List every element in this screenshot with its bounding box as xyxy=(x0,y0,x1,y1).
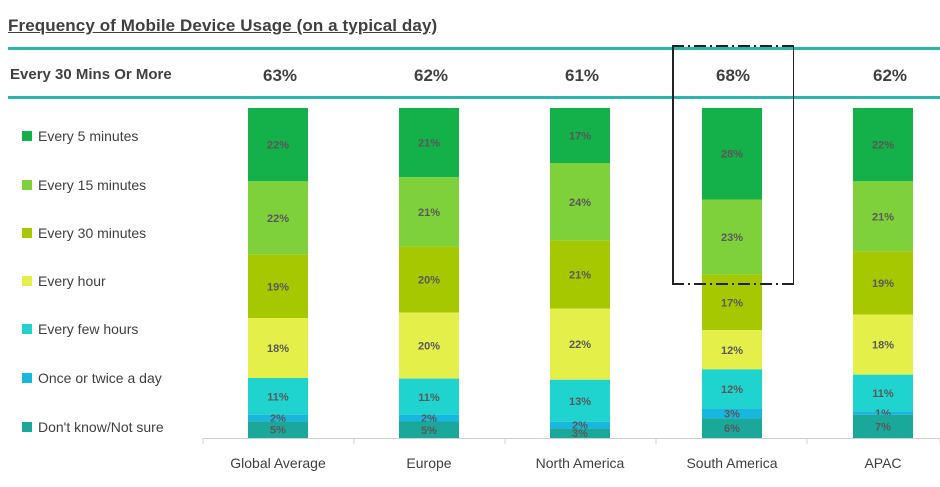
data-label-south-america-every-hour: 12% xyxy=(721,345,743,357)
bar-segment-global-average-every-5-minutes xyxy=(248,108,308,182)
summary-value-global-average: 63% xyxy=(262,66,298,85)
data-label-north-america-don-t-know-not-sure: 3% xyxy=(572,428,588,440)
bar-segment-apac-every-15-minutes xyxy=(853,181,913,252)
bar-segment-south-america-every-few-hours xyxy=(702,369,762,409)
bar-segment-europe-every-15-minutes xyxy=(399,177,459,247)
legend-swatch xyxy=(22,276,32,286)
bar-segment-apac-every-hour xyxy=(853,314,913,375)
legend-item-every-5-minutes: Every 5 minutes xyxy=(22,128,138,144)
legend-label: Once or twice a day xyxy=(38,370,162,386)
data-label-europe-every-30-minutes: 20% xyxy=(418,275,440,287)
bar-segment-europe-every-few-hours xyxy=(399,378,459,415)
data-label-global-average-every-5-minutes: 22% xyxy=(267,140,289,152)
data-label-south-america-every-few-hours: 12% xyxy=(721,384,743,396)
legend-item-dont-know-not-sure: Don't know/Not sure xyxy=(22,419,164,435)
bar-segment-north-america-once-or-twice-a-day xyxy=(550,421,610,429)
bar-segment-europe-every-5-minutes xyxy=(399,108,459,178)
bar-segment-europe-don-t-know-not-sure xyxy=(399,421,459,438)
data-label-north-america-every-hour: 22% xyxy=(569,339,591,351)
data-label-apac-every-15-minutes: 21% xyxy=(872,211,894,223)
data-label-north-america-every-30-minutes: 21% xyxy=(569,270,591,282)
south-america-highlight-box xyxy=(672,45,795,285)
bar-segment-south-america-once-or-twice-a-day xyxy=(702,408,762,419)
bar-segment-global-average-once-or-twice-a-day xyxy=(248,414,308,422)
legend-item-every-15-minutes: Every 15 minutes xyxy=(22,177,146,193)
data-label-europe-don-t-know-not-sure: 5% xyxy=(421,425,437,437)
legend-item-every-few-hours: Every few hours xyxy=(22,321,138,337)
bar-segment-north-america-every-few-hours xyxy=(550,379,610,422)
bar-segment-global-average-every-few-hours xyxy=(248,378,308,415)
data-label-south-america-don-t-know-not-sure: 6% xyxy=(724,423,740,435)
bar-segment-south-america-every-hour xyxy=(702,330,762,370)
category-label-europe: Europe xyxy=(406,455,451,471)
data-label-europe-every-5-minutes: 21% xyxy=(418,138,440,150)
summary-value-north-america: 61% xyxy=(564,66,600,85)
summary-row-label: Every 30 Mins Or More xyxy=(10,66,172,83)
data-label-north-america-every-few-hours: 13% xyxy=(569,396,591,408)
data-label-south-america-every-30-minutes: 17% xyxy=(721,297,743,309)
data-label-apac-every-hour: 18% xyxy=(872,340,894,352)
data-label-global-average-every-hour: 18% xyxy=(267,343,289,355)
bar-segment-north-america-every-30-minutes xyxy=(550,240,610,309)
data-label-global-average-don-t-know-not-sure: 5% xyxy=(270,425,286,437)
bar-segment-global-average-every-15-minutes xyxy=(248,181,308,255)
bar-segment-apac-don-t-know-not-sure xyxy=(853,414,913,438)
data-label-apac-don-t-know-not-sure: 7% xyxy=(875,421,891,433)
bar-segment-apac-every-30-minutes xyxy=(853,251,913,315)
data-label-apac-every-5-minutes: 22% xyxy=(872,140,894,152)
legend-item-every-hour: Every hour xyxy=(22,273,106,289)
legend-swatch xyxy=(22,324,32,334)
chart-title: Frequency of Mobile Device Usage (on a t… xyxy=(8,16,438,35)
bar-segment-north-america-every-hour xyxy=(550,308,610,380)
category-label-north-america: North America xyxy=(536,455,625,471)
bar-segment-north-america-every-5-minutes xyxy=(550,108,610,163)
category-label-apac: APAC xyxy=(864,455,901,471)
legend-label: Every 15 minutes xyxy=(38,177,147,193)
legend-swatch xyxy=(22,180,32,190)
legend-label: Every 5 minutes xyxy=(38,128,139,144)
legend-swatch xyxy=(22,228,32,238)
bar-segment-europe-every-30-minutes xyxy=(399,246,459,313)
summary-value-europe: 62% xyxy=(413,66,449,85)
bar-segment-apac-every-5-minutes xyxy=(853,108,913,182)
bar-segment-europe-every-hour xyxy=(399,312,459,379)
summary-divider xyxy=(8,96,940,99)
summary-value-apac: 62% xyxy=(872,66,908,85)
data-label-south-america-once-or-twice-a-day: 3% xyxy=(724,408,740,420)
legend-label: Every 30 minutes xyxy=(38,225,147,241)
category-label-south-america: South America xyxy=(686,455,777,471)
bar-segment-global-average-every-hour xyxy=(248,318,308,378)
legend-item-once-or-twice-a-day: Once or twice a day xyxy=(22,370,162,386)
legend-label: Don't know/Not sure xyxy=(38,419,164,435)
data-label-europe-every-hour: 20% xyxy=(418,341,440,353)
data-label-apac-every-few-hours: 11% xyxy=(872,388,894,400)
bar-segment-south-america-don-t-know-not-sure xyxy=(702,418,762,438)
category-label-global-average: Global Average xyxy=(230,455,326,471)
bar-segment-global-average-every-30-minutes xyxy=(248,254,308,318)
data-label-global-average-every-few-hours: 11% xyxy=(267,391,289,403)
data-label-north-america-every-15-minutes: 24% xyxy=(569,197,591,209)
bar-segment-global-average-don-t-know-not-sure xyxy=(248,421,308,438)
data-label-global-average-every-30-minutes: 19% xyxy=(267,281,289,293)
bar-segment-apac-every-few-hours xyxy=(853,374,913,412)
top-divider xyxy=(8,47,940,50)
data-label-europe-every-15-minutes: 21% xyxy=(418,207,440,219)
data-label-global-average-every-15-minutes: 22% xyxy=(267,213,289,225)
data-label-apac-every-30-minutes: 19% xyxy=(872,278,894,290)
legend-swatch xyxy=(22,131,32,141)
data-label-north-america-every-5-minutes: 17% xyxy=(569,131,591,143)
legend-label: Every hour xyxy=(38,273,106,289)
legend-label: Every few hours xyxy=(38,321,139,337)
bar-segment-europe-once-or-twice-a-day xyxy=(399,414,459,422)
data-label-europe-every-few-hours: 11% xyxy=(418,392,440,404)
legend-swatch xyxy=(22,422,32,432)
legend-item-every-30-minutes: Every 30 minutes xyxy=(22,225,146,241)
legend-swatch xyxy=(22,373,32,383)
bar-segment-north-america-every-15-minutes xyxy=(550,163,610,241)
bar-segment-apac-once-or-twice-a-day xyxy=(853,411,913,415)
bar-segment-north-america-don-t-know-not-sure xyxy=(550,428,610,438)
